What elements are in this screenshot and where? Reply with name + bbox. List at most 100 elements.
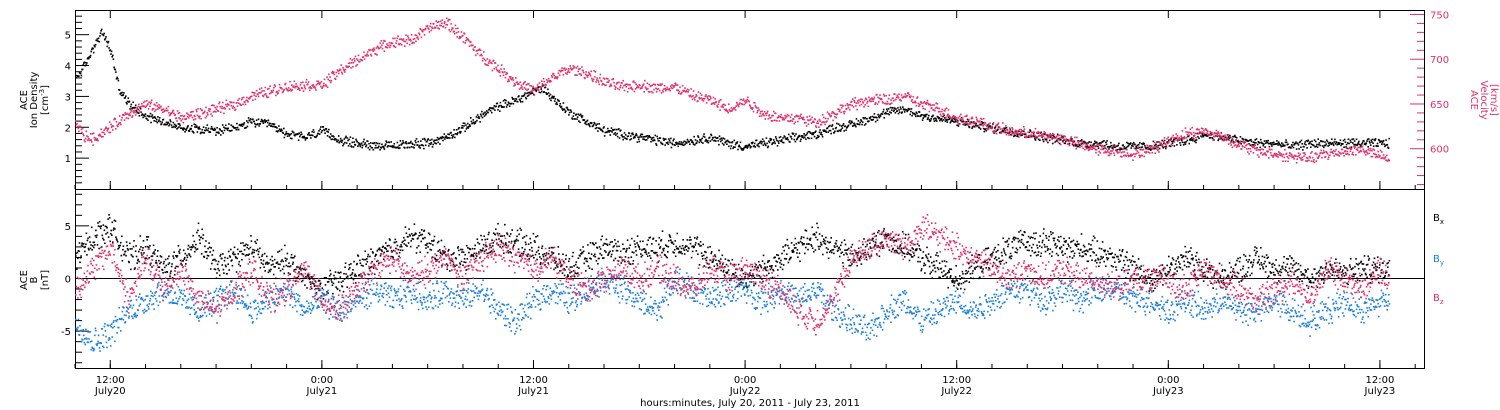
velocity-point (353, 58, 355, 60)
density-point (646, 135, 649, 137)
velocity-point (352, 61, 355, 64)
velocity-point (876, 93, 878, 96)
density-point (1200, 135, 1203, 138)
density-point (467, 127, 470, 129)
bx-point (116, 241, 119, 243)
velocity-point (408, 43, 411, 46)
velocity-point (1010, 131, 1012, 133)
velocity-point (521, 88, 524, 90)
bx-point (266, 261, 269, 264)
velocity-point (1031, 135, 1034, 137)
density-point (173, 123, 176, 126)
bx-point (270, 268, 272, 271)
density-point (995, 130, 997, 133)
density-point (428, 142, 431, 145)
bx-point (342, 280, 344, 282)
density-point (496, 102, 499, 105)
bx-point (263, 266, 265, 268)
density-point (1315, 145, 1318, 148)
density-point (262, 122, 265, 124)
velocity-point (1037, 131, 1040, 133)
density-point (453, 129, 455, 131)
density-point (677, 145, 679, 148)
velocity-point (1053, 133, 1055, 136)
density-point (457, 128, 460, 130)
velocity-point (1089, 147, 1091, 149)
velocity-point (1108, 151, 1110, 153)
velocity-point (1023, 128, 1026, 130)
velocity-point (944, 110, 946, 112)
density-point (740, 147, 742, 150)
density-point (1190, 139, 1192, 141)
density-point (204, 129, 207, 132)
velocity-point (1203, 132, 1206, 135)
density-point (899, 106, 902, 109)
velocity-point (389, 44, 392, 47)
density-point (1297, 144, 1300, 146)
density-point (405, 141, 407, 143)
density-point (1319, 144, 1321, 147)
density-point (1264, 142, 1267, 144)
velocity-point (343, 69, 346, 72)
velocity-point (326, 86, 329, 89)
density-point (591, 122, 593, 124)
velocity-point (1017, 132, 1019, 135)
density-point (1335, 141, 1338, 144)
velocity-point (761, 110, 763, 113)
density-point (263, 119, 266, 121)
velocity-point (150, 101, 152, 104)
density-point (173, 125, 175, 128)
velocity-point (710, 97, 712, 100)
density-point (702, 142, 704, 144)
velocity-point (595, 79, 598, 81)
velocity-point (856, 108, 858, 111)
bx-point (337, 271, 339, 274)
density-point (823, 129, 826, 131)
bx-point (226, 257, 229, 260)
density-point (592, 125, 594, 127)
velocity-point (492, 59, 495, 62)
velocity-point (877, 96, 879, 99)
velocity-point (765, 114, 768, 117)
density-point (1116, 145, 1118, 147)
velocity-point (139, 111, 142, 113)
density-point (578, 114, 581, 116)
velocity-point (1318, 154, 1321, 157)
density-point (483, 112, 485, 115)
density-point (709, 140, 712, 142)
velocity-point (723, 103, 725, 106)
density-point (1106, 140, 1108, 142)
velocity-point (1378, 156, 1381, 158)
velocity-point (511, 78, 513, 80)
velocity-point (200, 117, 202, 120)
bx-point (340, 271, 342, 274)
density-point (188, 130, 191, 132)
velocity-point (252, 92, 255, 94)
velocity-point (787, 114, 790, 117)
density-point (626, 138, 628, 140)
density-point (1321, 140, 1323, 143)
density-point (554, 98, 557, 100)
velocity-point (366, 53, 368, 55)
density-point (1371, 141, 1373, 143)
density-point (1318, 142, 1321, 144)
bx-point (159, 262, 161, 265)
density-point (1130, 147, 1132, 149)
bx-point (298, 271, 300, 273)
velocity-point (1092, 147, 1095, 149)
velocity-point (737, 104, 739, 107)
bx-point (163, 260, 165, 263)
bx-point (99, 225, 101, 228)
density-point (461, 125, 463, 127)
density-point (300, 131, 302, 134)
velocity-point (309, 86, 312, 88)
bx-point (98, 220, 101, 223)
velocity-point (1166, 142, 1169, 145)
density-point (283, 127, 285, 130)
density-point (935, 118, 937, 120)
density-point (114, 68, 117, 71)
density-point (930, 118, 932, 120)
density-point (418, 144, 421, 147)
bx-point (309, 283, 312, 285)
velocity-point (1282, 153, 1285, 156)
